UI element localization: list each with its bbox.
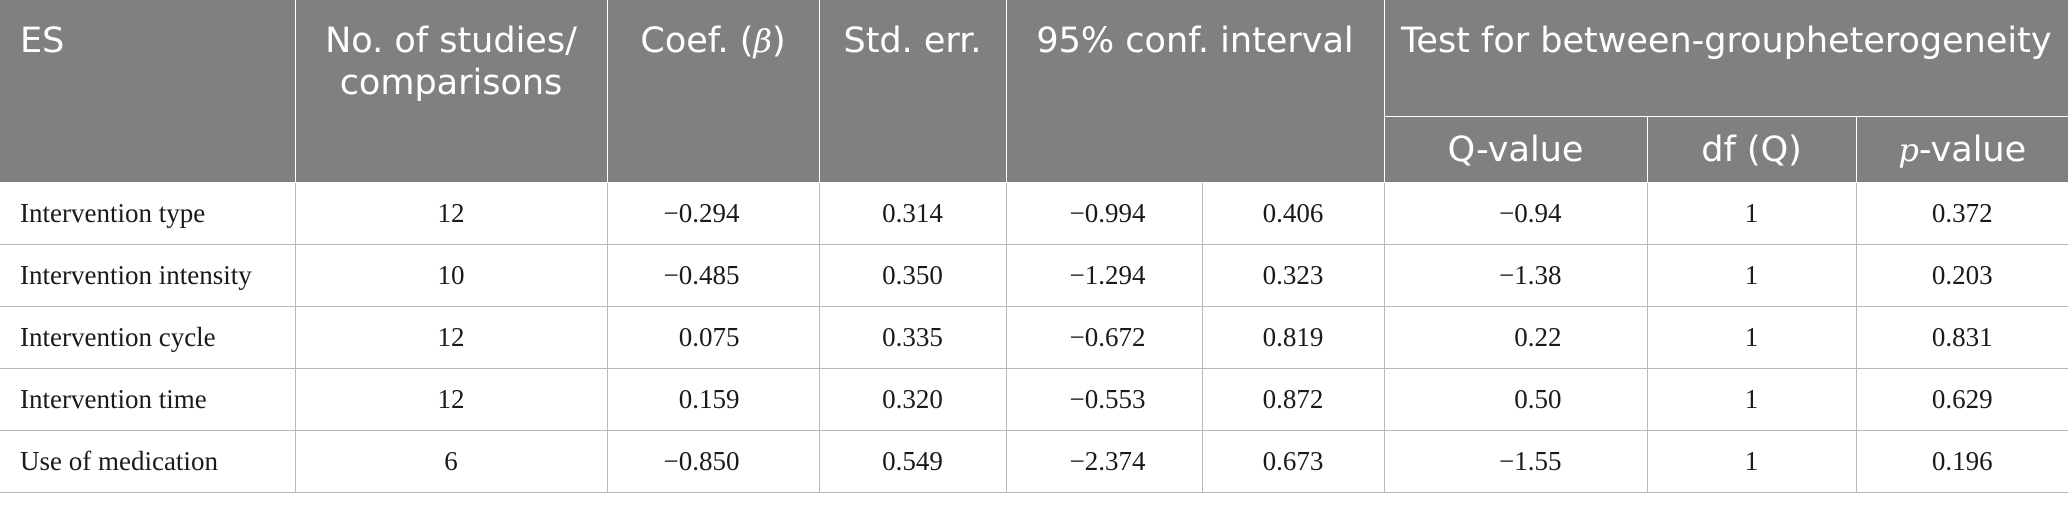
cell-q-value: −1.38 (1383, 244, 1648, 307)
cell-p-value: 0.372 (1855, 182, 2068, 245)
cell-ci-low: −0.553 (1005, 368, 1202, 431)
cell-coef: −0.294 (606, 182, 819, 245)
meta-regression-table: ES No. of studies/ comparisons Coef. (β)… (0, 0, 2068, 493)
cell-p-value: 0.203 (1855, 244, 2068, 307)
cell-p-value: 0.196 (1855, 430, 2068, 493)
table-row: Intervention type 12 −0.294 0.314 −0.994… (0, 182, 2068, 245)
header-p-italic: p (1898, 130, 1919, 169)
table-row: Intervention intensity 10 −0.485 0.350 −… (0, 244, 2068, 307)
cell-std-err: 0.335 (818, 306, 1006, 369)
cell-ci-low: −2.374 (1005, 430, 1202, 493)
cell-studies: 12 (294, 368, 607, 431)
header-p-value: p-value (1855, 116, 2068, 183)
cell-p-value: 0.831 (1855, 306, 2068, 369)
cell-ci-high: 0.406 (1201, 182, 1385, 245)
cell-coef: 0.159 (606, 368, 819, 431)
header-coef-prefix: Coef. ( (640, 21, 754, 61)
cell-ci-high: 0.872 (1201, 368, 1385, 431)
header-es: ES (0, 0, 295, 183)
cell-ci-high: 0.323 (1201, 244, 1385, 307)
cell-q-value: −0.94 (1383, 182, 1648, 245)
cell-df: 1 (1646, 306, 1857, 369)
cell-studies: 6 (294, 430, 607, 493)
cell-p-value: 0.629 (1855, 368, 2068, 431)
header-coef-suffix: ) (771, 21, 786, 61)
cell-es: Intervention type (0, 182, 295, 245)
table-row: Use of medication 6 −0.850 0.549 −2.374 … (0, 430, 2068, 493)
header-coef: Coef. (β) (606, 0, 819, 183)
cell-es: Intervention time (0, 368, 295, 431)
cell-std-err: 0.549 (818, 430, 1006, 493)
cell-q-value: 0.50 (1383, 368, 1648, 431)
header-coef-beta: β (753, 22, 772, 60)
table-row: Intervention cycle 12 0.075 0.335 −0.672… (0, 306, 2068, 369)
cell-df: 1 (1646, 182, 1857, 245)
cell-es: Intervention intensity (0, 244, 295, 307)
cell-studies: 12 (294, 306, 607, 369)
cell-ci-low: −0.994 (1005, 182, 1202, 245)
cell-coef: −0.850 (606, 430, 819, 493)
table-header: ES No. of studies/ comparisons Coef. (β)… (0, 0, 2068, 183)
header-std-err: Std. err. (818, 0, 1006, 183)
cell-q-value: −1.55 (1383, 430, 1648, 493)
cell-ci-low: −1.294 (1005, 244, 1202, 307)
cell-studies: 10 (294, 244, 607, 307)
cell-ci-high: 0.819 (1201, 306, 1385, 369)
cell-es: Intervention cycle (0, 306, 295, 369)
header-df-q: df (Q) (1646, 116, 1857, 183)
header-conf-interval: 95% conf. interval (1005, 0, 1385, 183)
table-row: Intervention time 12 0.159 0.320 −0.553 … (0, 368, 2068, 431)
header-p-suffix: -value (1918, 129, 2027, 170)
cell-ci-high: 0.673 (1201, 430, 1385, 493)
cell-coef: −0.485 (606, 244, 819, 307)
header-q-value: Q-value (1383, 116, 1648, 183)
cell-es: Use of medication (0, 430, 295, 493)
cell-df: 1 (1646, 430, 1857, 493)
cell-studies: 12 (294, 182, 607, 245)
cell-std-err: 0.314 (818, 182, 1006, 245)
cell-df: 1 (1646, 368, 1857, 431)
cell-ci-low: −0.672 (1005, 306, 1202, 369)
cell-coef: 0.075 (606, 306, 819, 369)
cell-std-err: 0.350 (818, 244, 1006, 307)
header-between-group-test: Test for between-groupheterogeneity (1383, 0, 2068, 117)
header-studies: No. of studies/ comparisons (294, 0, 607, 183)
cell-std-err: 0.320 (818, 368, 1006, 431)
table-body: Intervention type 12 −0.294 0.314 −0.994… (0, 182, 2068, 493)
cell-q-value: 0.22 (1383, 306, 1648, 369)
cell-df: 1 (1646, 244, 1857, 307)
